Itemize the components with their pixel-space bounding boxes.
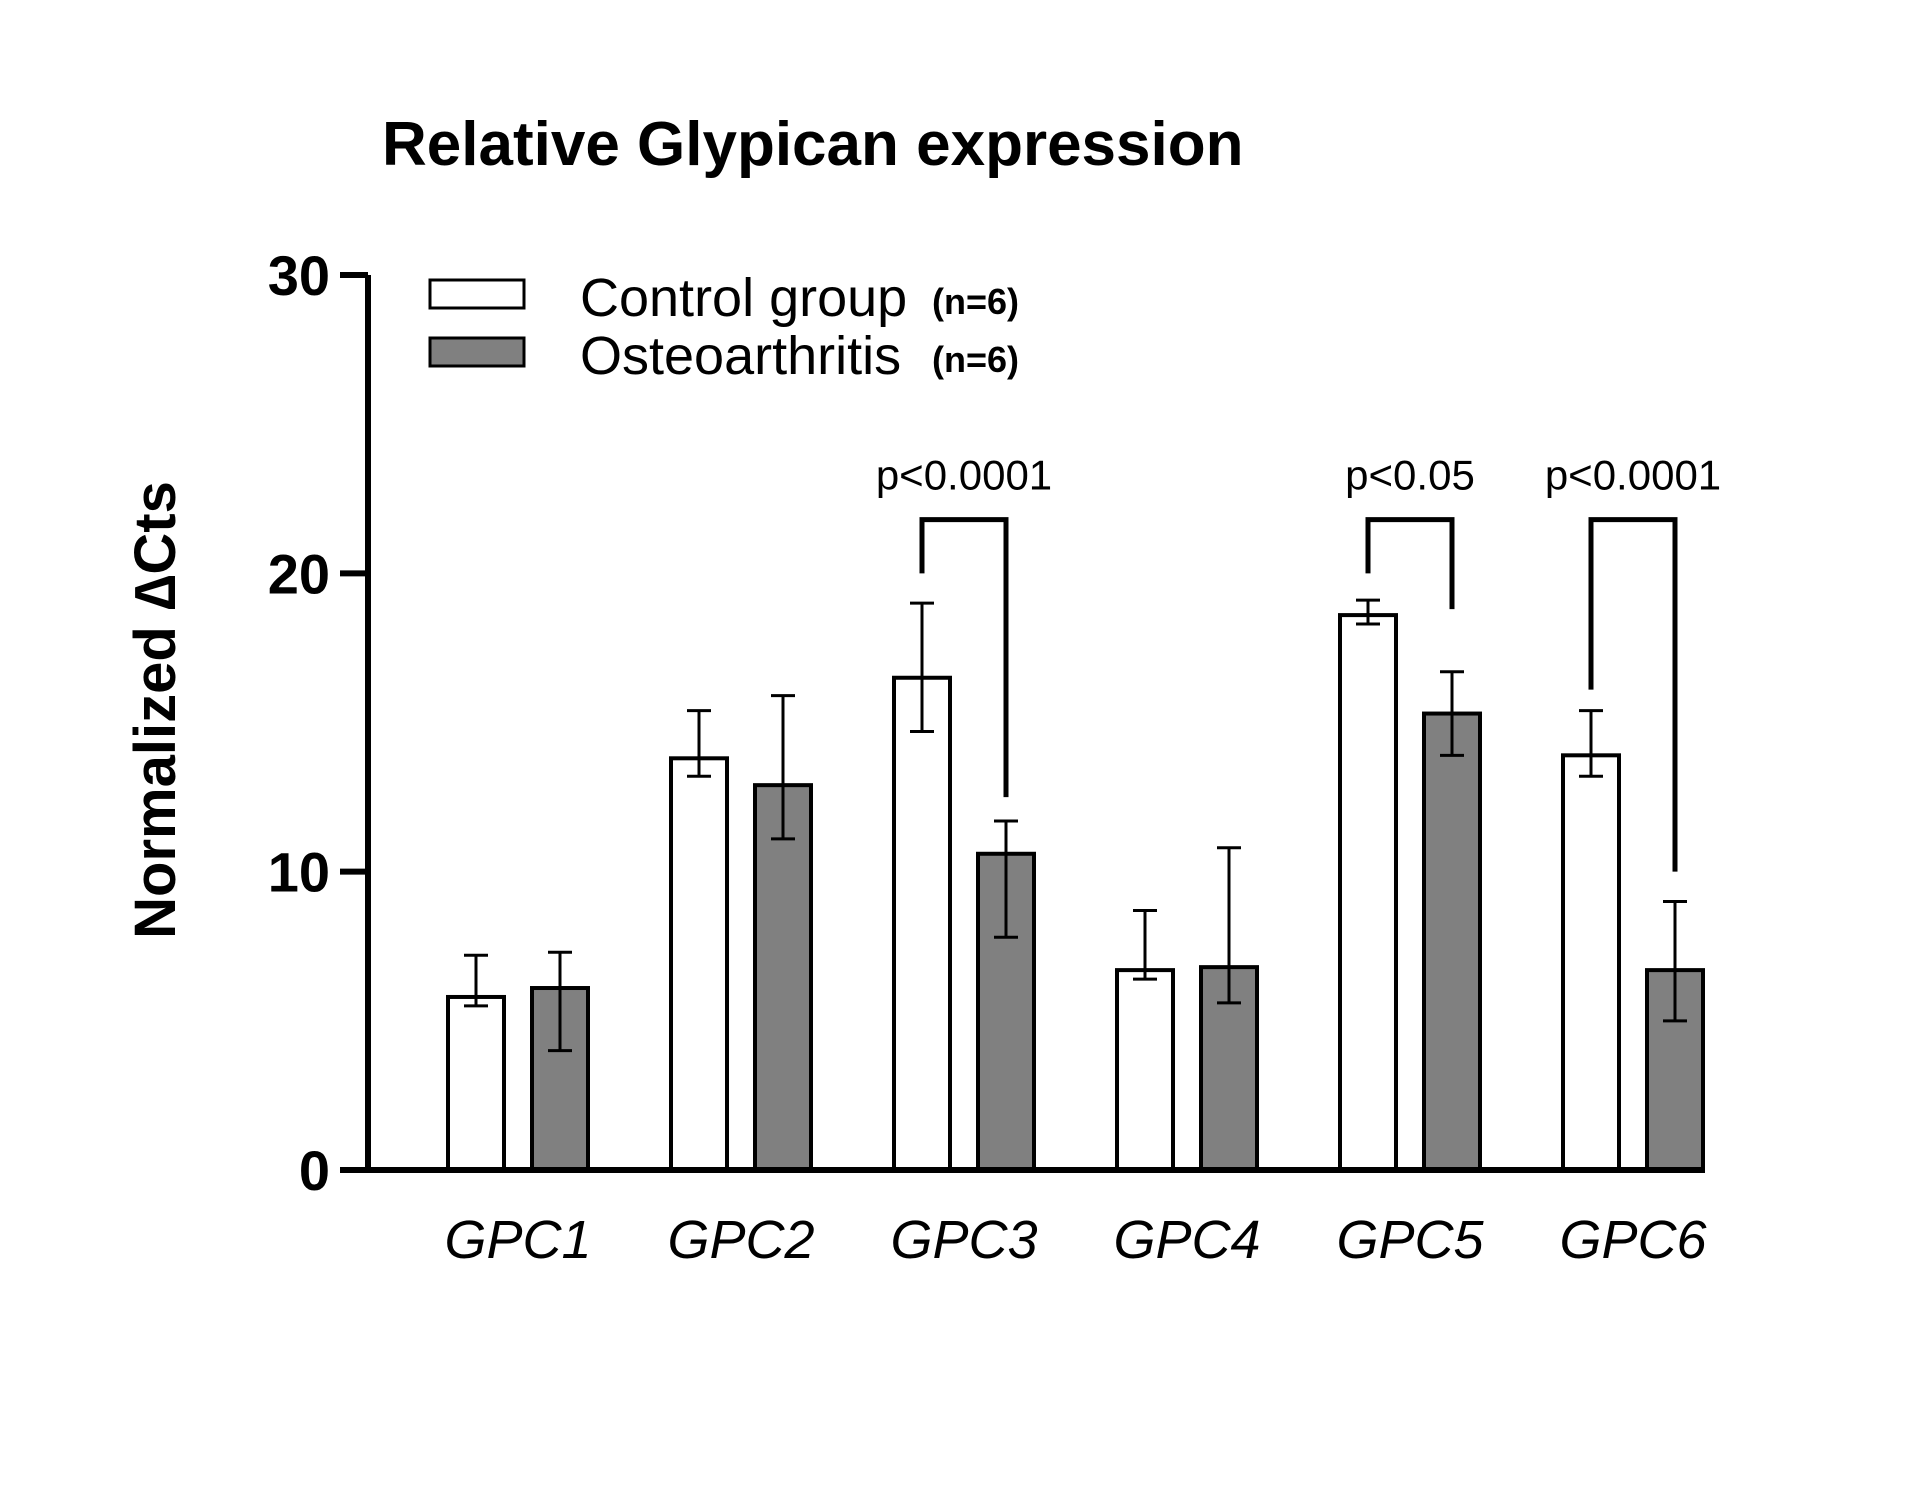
x-tick-label-gpc6: GPC6	[1559, 1210, 1707, 1270]
bar-gpc6-osteoarthritis	[1645, 968, 1705, 1172]
significance-bracket	[919, 517, 1009, 798]
bar-gpc2-control	[669, 756, 729, 1172]
legend-label-osteoarthritis: Osteoarthritis	[580, 326, 901, 386]
axes-group	[365, 275, 1705, 1173]
bar-gpc4-control	[1115, 968, 1175, 1172]
x-tick-label-gpc2: GPC2	[667, 1210, 814, 1270]
bar-gpc3-control	[892, 675, 952, 1172]
y-tick-label: 30	[268, 244, 330, 307]
y-ticks-group: 0 10 20 30	[268, 244, 368, 1202]
bar-gpc2-osteoarthritis	[753, 783, 813, 1173]
p-value-label: p<0.0001	[1545, 452, 1721, 499]
legend-swatch-control	[428, 278, 526, 310]
x-tick-label-gpc4: GPC4	[1113, 1210, 1260, 1270]
y-tick-label: 20	[268, 542, 330, 605]
bar-gpc1-control	[446, 994, 506, 1173]
x-tick-label-gpc1: GPC1	[444, 1210, 591, 1270]
bar-gpc5-control	[1338, 613, 1398, 1172]
error-bars-group	[464, 598, 1687, 1053]
x-labels-group: GPC1 GPC2 GPC3 GPC4 GPC5 GPC6	[444, 1210, 1707, 1270]
significance-bracket	[1365, 517, 1455, 610]
p-value-label: p<0.05	[1345, 452, 1475, 499]
significance-annotations: p<0.0001 p<0.05 p<0.0001	[876, 452, 1721, 872]
p-value-label: p<0.0001	[876, 452, 1052, 499]
bar-gpc6-control	[1561, 753, 1621, 1172]
bars-group	[446, 613, 1705, 1173]
y-axis-label: Normalized ∆Cts	[123, 481, 188, 939]
legend: Control group (n=6) Osteoarthritis (n=6)	[428, 268, 1019, 386]
x-tick-label-gpc3: GPC3	[890, 1210, 1037, 1270]
bar-gpc5-osteoarthritis	[1422, 711, 1482, 1172]
x-tick-label-gpc5: GPC5	[1336, 1210, 1484, 1270]
legend-label-control: Control group	[580, 268, 907, 328]
legend-n-control: (n=6)	[932, 281, 1019, 322]
y-tick-label: 0	[299, 1139, 330, 1202]
chart-title: Relative Glypican expression	[382, 110, 1244, 179]
legend-n-osteoarthritis: (n=6)	[932, 339, 1019, 380]
significance-bracket	[1588, 517, 1678, 872]
legend-swatch-osteoarthritis	[428, 336, 526, 368]
y-tick-label: 10	[268, 841, 330, 904]
